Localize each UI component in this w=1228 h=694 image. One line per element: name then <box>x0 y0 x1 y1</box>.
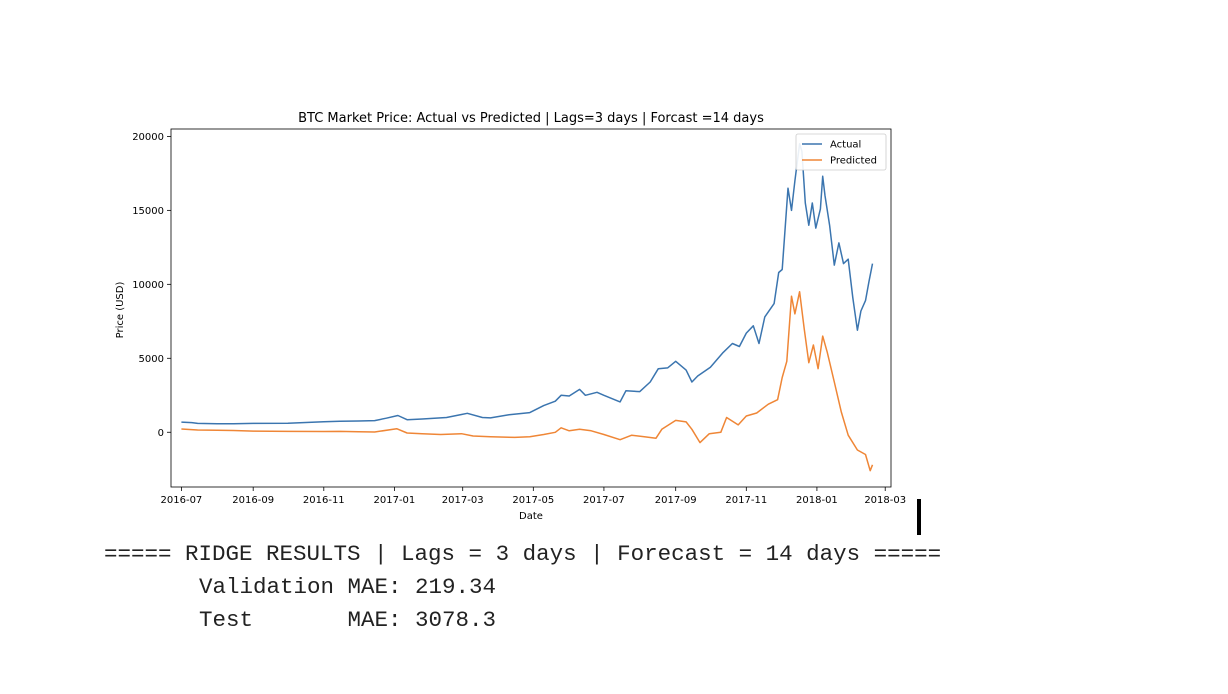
y-tick-label: 15000 <box>132 206 164 217</box>
text-cursor <box>917 499 921 535</box>
x-tick-label: 2018-01 <box>796 495 838 506</box>
x-tick-label: 2017-05 <box>512 495 554 506</box>
x-tick-label: 2017-01 <box>374 495 416 506</box>
y-tick-label: 0 <box>158 428 164 439</box>
x-axis-label: Date <box>519 511 543 522</box>
legend-label-predicted: Predicted <box>830 156 877 167</box>
y-axis-label: Price (USD) <box>115 282 126 339</box>
x-tick-label: 2016-11 <box>303 495 345 506</box>
validation-mae-line: Validation MAE: 219.34 <box>199 574 497 600</box>
y-tick-label: 5000 <box>139 354 164 365</box>
y-tick-label: 10000 <box>132 280 164 291</box>
x-tick-label: 2017-07 <box>583 495 625 506</box>
x-tick-label: 2017-11 <box>725 495 767 506</box>
x-tick-label: 2018-03 <box>864 495 906 506</box>
plot-frame <box>170 128 892 488</box>
y-tick-label: 20000 <box>132 132 164 143</box>
x-tick-label: 2016-07 <box>161 495 203 506</box>
legend-box <box>795 133 887 171</box>
chart-title: BTC Market Price: Actual vs Predicted | … <box>298 111 764 126</box>
test-mae-line: Test MAE: 3078.3 <box>199 607 497 633</box>
series-line-actual <box>181 143 874 425</box>
results-header: ===== RIDGE RESULTS | Lags = 3 days | Fo… <box>104 541 942 567</box>
x-tick-label: 2016-09 <box>232 495 274 506</box>
series-line-predicted <box>181 290 874 472</box>
x-tick-label: 2017-09 <box>655 495 697 506</box>
legend-label-actual: Actual <box>830 140 861 151</box>
x-tick-label: 2017-03 <box>442 495 484 506</box>
